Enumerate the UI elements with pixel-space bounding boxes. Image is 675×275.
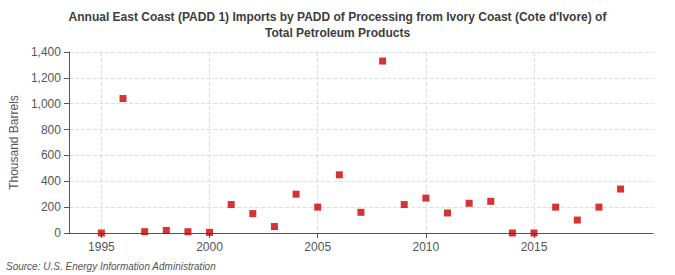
svg-text:600: 600 <box>41 148 61 162</box>
svg-text:Thousand Barrels: Thousand Barrels <box>7 95 21 190</box>
svg-text:400: 400 <box>41 174 61 188</box>
svg-text:800: 800 <box>41 123 61 137</box>
svg-text:1,400: 1,400 <box>31 45 61 59</box>
svg-text:2010: 2010 <box>413 240 440 254</box>
svg-text:2015: 2015 <box>521 240 548 254</box>
svg-text:Total Petroleum Products: Total Petroleum Products <box>265 26 410 40</box>
svg-text:1,200: 1,200 <box>31 71 61 85</box>
svg-text:2005: 2005 <box>304 240 331 254</box>
svg-text:1,000: 1,000 <box>31 97 61 111</box>
svg-text:0: 0 <box>54 226 61 240</box>
svg-text:200: 200 <box>41 200 61 214</box>
svg-text:2000: 2000 <box>196 240 223 254</box>
svg-text:Source: U.S. Energy Informatio: Source: U.S. Energy Information Administ… <box>6 261 216 272</box>
svg-text:Annual East Coast (PADD 1) Imp: Annual East Coast (PADD 1) Imports by PA… <box>69 10 608 24</box>
svg-text:1995: 1995 <box>88 240 115 254</box>
